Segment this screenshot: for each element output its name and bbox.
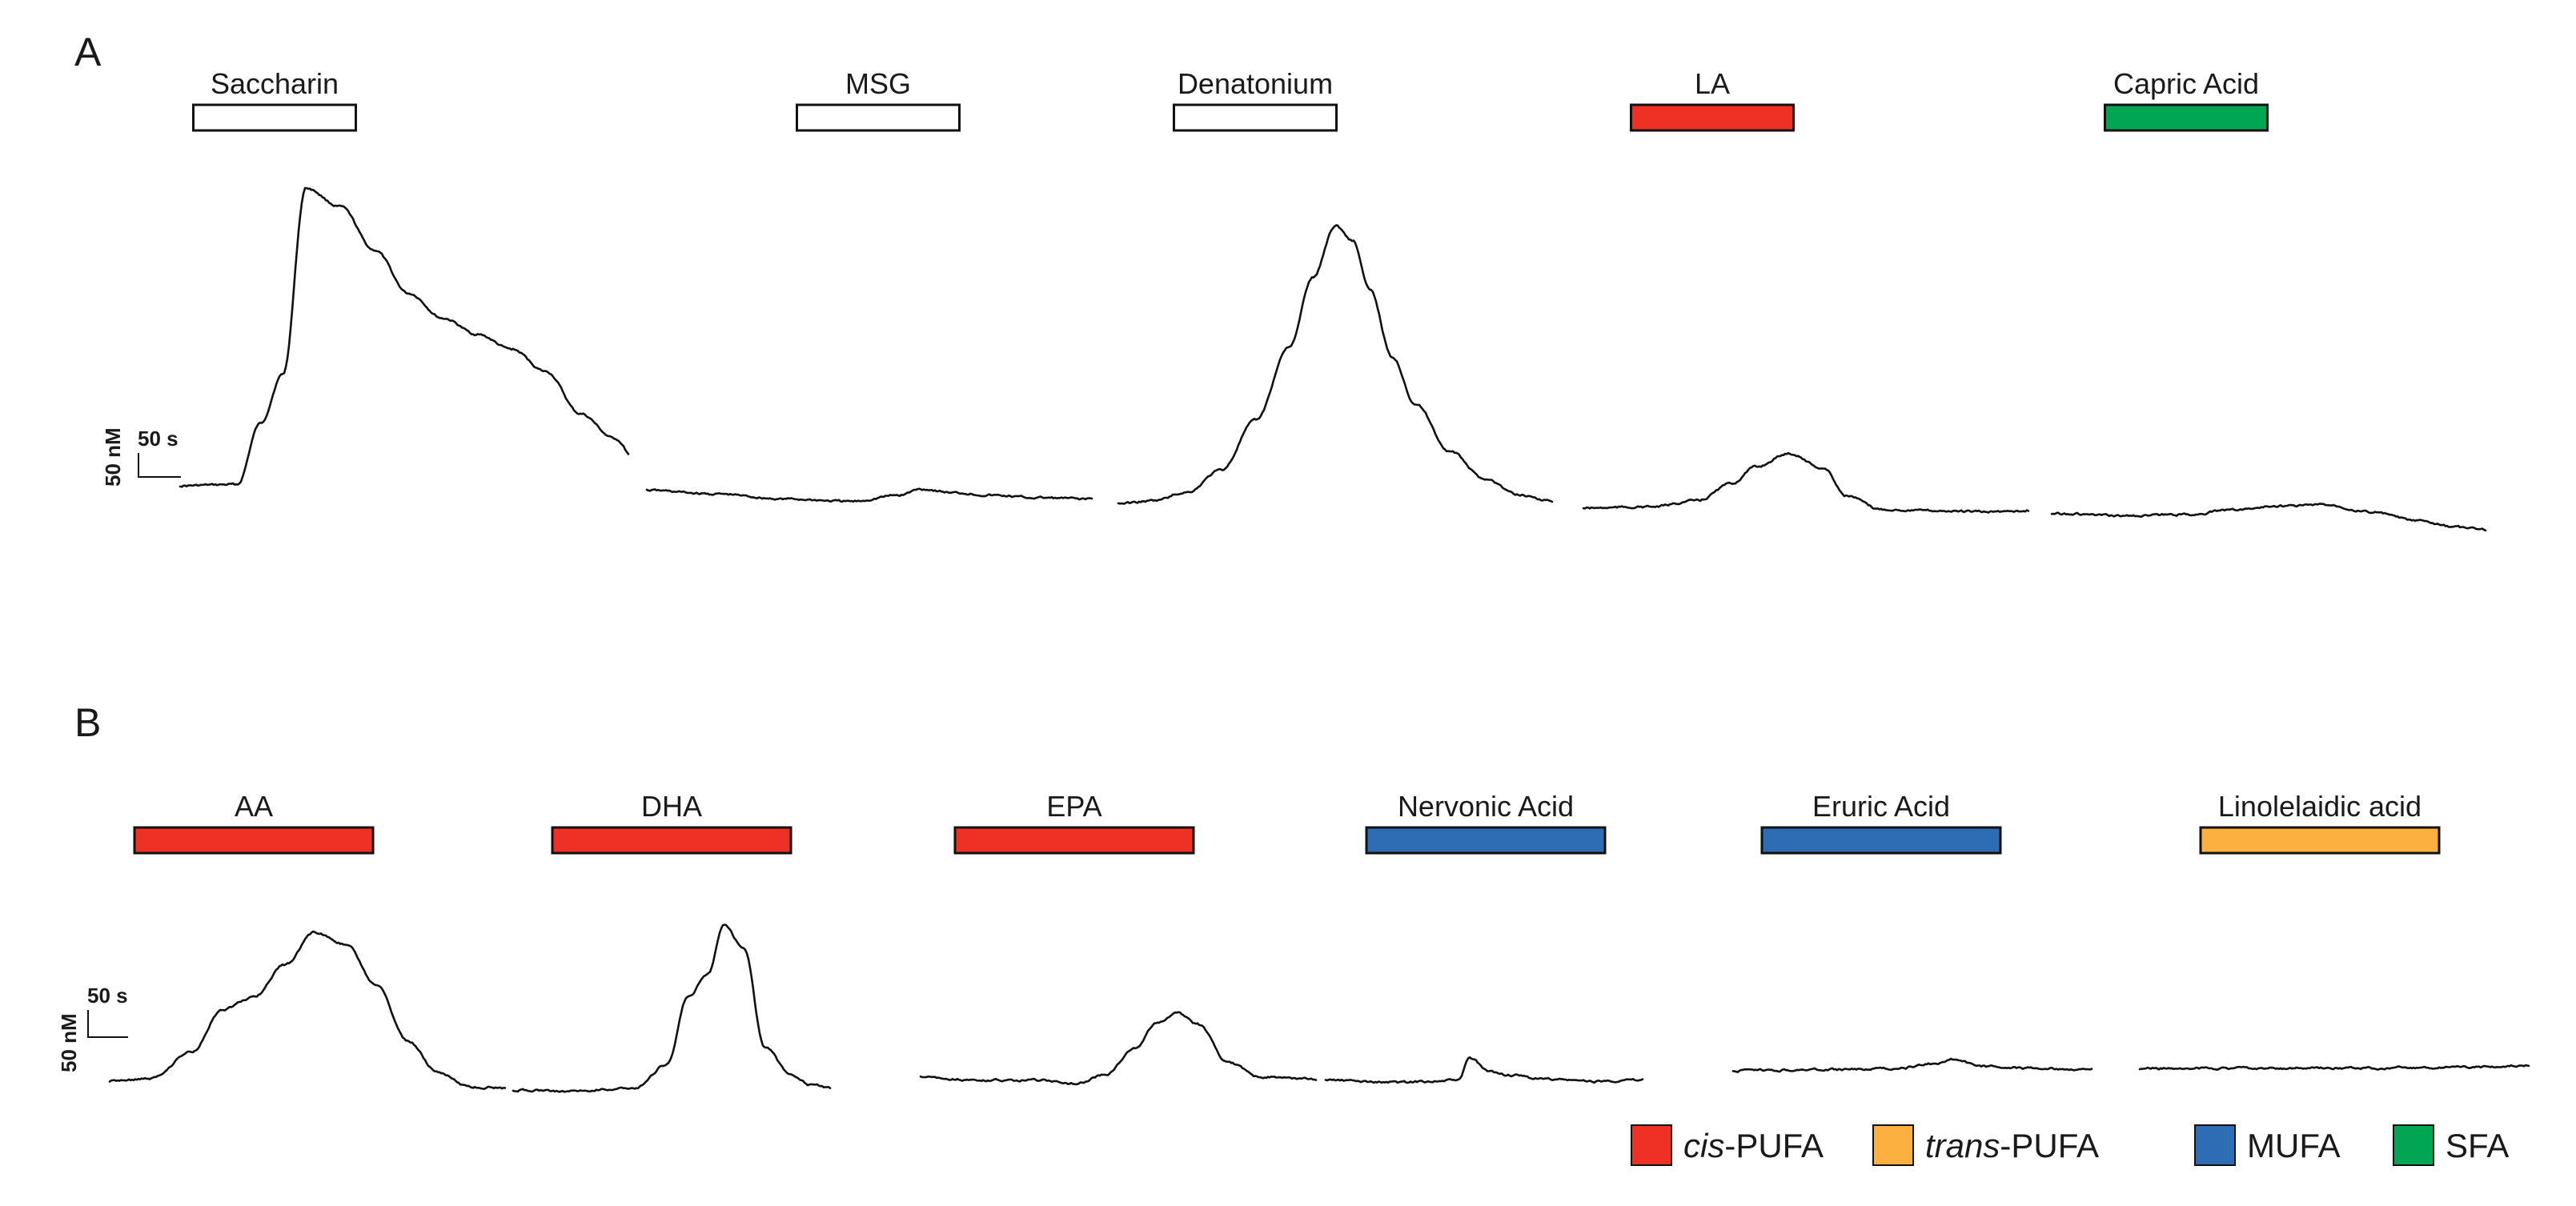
trace-epa bbox=[919, 1011, 1318, 1086]
stimulus-bar-saccharin bbox=[192, 103, 357, 132]
stimulus-label-eruric-acid: Eruric Acid bbox=[1812, 790, 1950, 823]
panel-a-letter: A bbox=[74, 30, 102, 74]
stimulus-bar-dha bbox=[551, 826, 792, 855]
stimulus-label-aa: AA bbox=[235, 790, 273, 823]
stimulus-bar-denatonium bbox=[1173, 103, 1338, 132]
panel-b-traces bbox=[108, 924, 2530, 1093]
panel-a-stimulus-bars: Saccharin MSG Denatonium LA Capric Acid bbox=[192, 67, 2269, 132]
legend-swatch-mufa bbox=[2194, 1124, 2236, 1166]
legend-prefix-cis: cis bbox=[1683, 1127, 1724, 1164]
panel-b-letter: B bbox=[74, 700, 101, 745]
legend-label-mufa: MUFA bbox=[2247, 1127, 2341, 1164]
legend-suffix-cis: -PUFA bbox=[1724, 1127, 1824, 1164]
stimulus-label-la: LA bbox=[1695, 67, 1730, 100]
legend-label-cis-pufa: cis-PUFA bbox=[1683, 1127, 1824, 1164]
legend-swatch-sfa bbox=[2393, 1124, 2434, 1166]
panel-b-scale-label-time: 50 s bbox=[87, 984, 128, 1008]
panel-b-stimulus-bars: AA DHA EPA Nervonic Acid Eruric Acid Linolela… bbox=[133, 790, 2441, 855]
trace-aa bbox=[108, 930, 507, 1090]
legend-item-mufa: MUFA bbox=[2194, 1124, 2341, 1166]
legend-item-trans-pufa: trans-PUFA bbox=[1872, 1124, 2099, 1166]
panel-a-scale-bar-lines bbox=[138, 453, 181, 478]
legend: cis-PUFA trans-PUFA MUFA SFA bbox=[1631, 1124, 2509, 1166]
trace-capric-acid bbox=[2050, 503, 2487, 532]
trace-linolelaidic-acid bbox=[2138, 1064, 2530, 1071]
stimulus-bar-nervonic-acid bbox=[1365, 826, 1607, 855]
panel-a: A 50 s 50 nM Saccharin MSG Denatonium LA Cap… bbox=[74, 30, 2487, 532]
panel-b-scale-label-concentration: 50 nM bbox=[57, 1013, 81, 1072]
stimulus-label-linolelaidic-acid: Linolelaidic acid bbox=[2218, 790, 2422, 823]
stimulus-label-nervonic-acid: Nervonic Acid bbox=[1398, 790, 1574, 823]
stimulus-label-denatonium: Denatonium bbox=[1178, 67, 1333, 100]
legend-prefix-trans: trans bbox=[1925, 1127, 2000, 1164]
trace-eruric-acid bbox=[1731, 1057, 2093, 1073]
legend-swatch-trans-pufa bbox=[1872, 1124, 1914, 1166]
panel-a-scale-bar: 50 s 50 nM bbox=[101, 427, 181, 487]
panel-a-scale-label-time: 50 s bbox=[138, 427, 179, 451]
trace-saccharin bbox=[179, 186, 630, 488]
stimulus-bar-capric-acid bbox=[2104, 103, 2269, 132]
stimulus-label-msg: MSG bbox=[845, 67, 911, 100]
panel-a-traces bbox=[179, 186, 2487, 532]
legend-suffix-trans: -PUFA bbox=[2000, 1127, 2099, 1164]
legend-item-cis-pufa: cis-PUFA bbox=[1631, 1124, 1824, 1166]
panel-b-scale-bar-lines bbox=[87, 1010, 128, 1038]
stimulus-label-dha: DHA bbox=[641, 790, 702, 823]
trace-msg bbox=[645, 487, 1093, 503]
stimulus-label-epa: EPA bbox=[1046, 790, 1101, 823]
trace-la bbox=[1582, 451, 2030, 514]
stimulus-label-capric-acid: Capric Acid bbox=[2113, 67, 2259, 100]
panel-a-scale-label-concentration: 50 nM bbox=[101, 427, 125, 487]
trace-dha bbox=[512, 924, 832, 1093]
stimulus-bar-la bbox=[1630, 103, 1795, 132]
legend-item-sfa: SFA bbox=[2393, 1124, 2509, 1166]
stimulus-bar-msg bbox=[796, 103, 961, 132]
legend-swatch-cis-pufa bbox=[1631, 1124, 1672, 1166]
panel-b: B 50 s 50 nM AA DHA EPA Nervonic Acid Eruric… bbox=[57, 700, 2530, 1093]
legend-label-sfa: SFA bbox=[2446, 1127, 2509, 1164]
legend-label-trans-pufa: trans-PUFA bbox=[1925, 1127, 2099, 1164]
trace-nervonic-acid bbox=[1324, 1056, 1644, 1084]
panel-b-scale-bar: 50 s 50 nM bbox=[57, 984, 128, 1072]
stimulus-label-saccharin: Saccharin bbox=[211, 67, 339, 100]
stimulus-bar-eruric-acid bbox=[1760, 826, 2002, 855]
trace-denatonium bbox=[1117, 224, 1554, 505]
stimulus-bar-epa bbox=[953, 826, 1195, 855]
stimulus-bar-linolelaidic-acid bbox=[2199, 826, 2441, 855]
stimulus-bar-aa bbox=[133, 826, 375, 855]
